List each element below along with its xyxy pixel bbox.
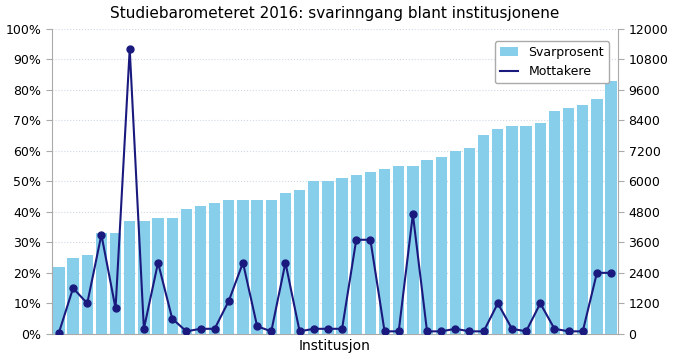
Bar bbox=[294, 190, 305, 334]
Bar bbox=[138, 221, 150, 334]
Bar bbox=[67, 258, 79, 334]
Bar bbox=[308, 181, 319, 334]
Bar bbox=[492, 129, 503, 334]
Bar bbox=[237, 200, 249, 334]
X-axis label: Institusjon: Institusjon bbox=[299, 340, 371, 354]
Bar bbox=[209, 202, 220, 334]
Bar bbox=[534, 123, 546, 334]
Bar bbox=[464, 148, 475, 334]
Bar bbox=[421, 160, 433, 334]
Bar bbox=[520, 126, 532, 334]
Bar bbox=[350, 175, 362, 334]
Bar bbox=[393, 166, 404, 334]
Bar bbox=[195, 206, 206, 334]
Bar bbox=[96, 233, 107, 334]
Bar bbox=[379, 169, 390, 334]
Bar bbox=[322, 181, 334, 334]
Bar bbox=[251, 200, 263, 334]
Bar bbox=[53, 267, 65, 334]
Bar bbox=[549, 111, 560, 334]
Legend: Svarprosent, Mottakere: Svarprosent, Mottakere bbox=[495, 41, 609, 83]
Bar bbox=[110, 233, 121, 334]
Bar bbox=[435, 157, 447, 334]
Bar bbox=[591, 99, 603, 334]
Bar bbox=[166, 218, 178, 334]
Bar bbox=[124, 221, 135, 334]
Bar bbox=[152, 218, 164, 334]
Bar bbox=[450, 151, 461, 334]
Bar bbox=[478, 135, 489, 334]
Bar bbox=[577, 105, 588, 334]
Title: Studiebarometeret 2016: svarinngang blant institusjonene: Studiebarometeret 2016: svarinngang blan… bbox=[111, 5, 559, 20]
Bar bbox=[336, 178, 348, 334]
Bar bbox=[605, 80, 617, 334]
Bar bbox=[506, 126, 518, 334]
Bar bbox=[266, 200, 277, 334]
Bar bbox=[407, 166, 419, 334]
Bar bbox=[563, 108, 574, 334]
Bar bbox=[181, 209, 192, 334]
Bar bbox=[82, 255, 93, 334]
Bar bbox=[223, 200, 235, 334]
Bar bbox=[365, 172, 376, 334]
Bar bbox=[280, 194, 291, 334]
